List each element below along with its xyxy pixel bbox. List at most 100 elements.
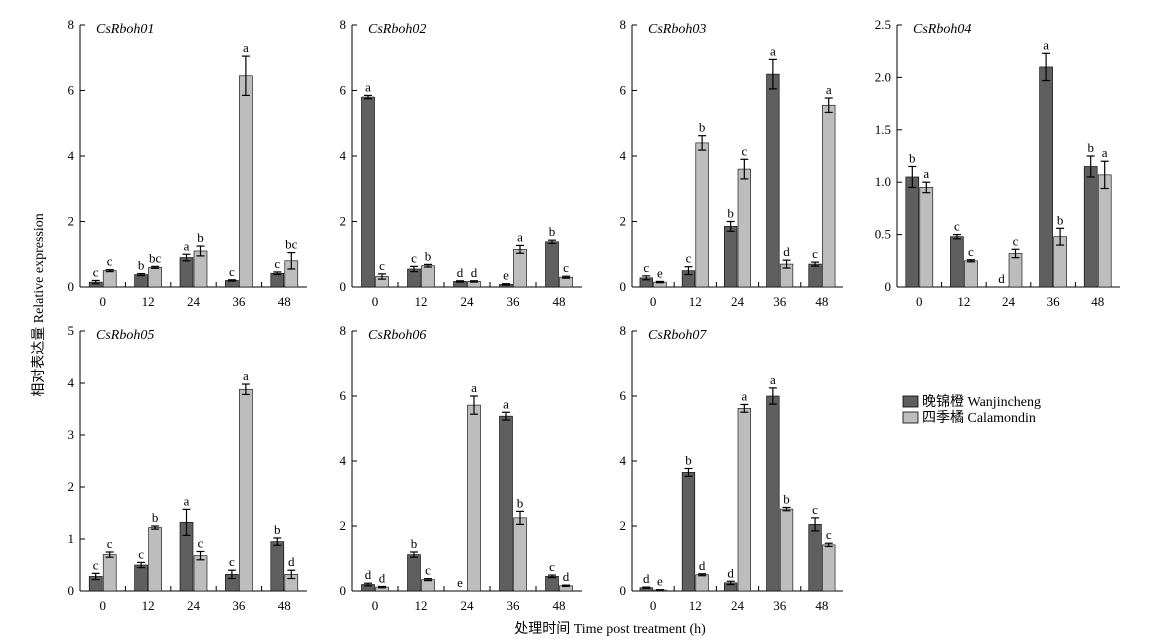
- significance-label: b: [411, 536, 418, 551]
- x-tick-label: 36: [507, 294, 521, 309]
- bar: [134, 564, 148, 592]
- significance-label: d: [643, 571, 650, 586]
- x-tick-label: 12: [142, 294, 155, 309]
- bar: [695, 142, 709, 288]
- bar: [545, 576, 559, 592]
- significance-label: e: [657, 574, 663, 589]
- y-tick-label: 8: [340, 17, 347, 32]
- bar: [779, 508, 794, 592]
- significance-label: a: [471, 380, 477, 395]
- significance-label: b: [1087, 140, 1094, 155]
- significance-label: a: [184, 238, 190, 253]
- significance-label: a: [1102, 145, 1108, 160]
- significance-label: b: [909, 150, 916, 165]
- significance-label: d: [457, 265, 464, 280]
- y-tick-label: 6: [340, 83, 347, 98]
- bar: [148, 267, 162, 288]
- significance-label: d: [288, 554, 295, 569]
- x-tick-label: 12: [689, 294, 702, 309]
- significance-label: b: [517, 495, 524, 510]
- bar: [179, 257, 194, 288]
- y-tick-label: 8: [620, 323, 627, 338]
- y-tick-label: 8: [620, 17, 627, 32]
- bar: [134, 274, 148, 288]
- y-tick-label: 2.5: [875, 17, 891, 32]
- y-tick-label: 2: [340, 518, 347, 533]
- significance-label: b: [783, 491, 790, 506]
- bar: [361, 96, 375, 288]
- x-tick-label: 12: [142, 598, 155, 613]
- panel-title: CsRboh04: [913, 22, 971, 37]
- significance-label: a: [517, 229, 523, 244]
- x-tick-label: 48: [278, 294, 291, 309]
- x-tick-label: 0: [916, 294, 923, 309]
- y-tick-label: 1.5: [875, 122, 891, 137]
- x-tick-label: 24: [461, 294, 475, 309]
- significance-label: d: [998, 271, 1005, 286]
- y-axis-title: 相对表达量 Relative expression: [31, 213, 47, 397]
- legend-label-wanjincheng: 晚锦橙 Wanjincheng: [922, 393, 1041, 410]
- bar: [737, 168, 751, 288]
- bar: [193, 555, 208, 592]
- y-tick-label: 2: [340, 214, 347, 229]
- significance-label: a: [923, 166, 929, 181]
- significance-label: e: [657, 265, 663, 280]
- significance-label: c: [379, 258, 385, 273]
- bar: [1083, 166, 1098, 288]
- panel-title: CsRboh07: [648, 328, 707, 343]
- x-tick-label: 48: [1091, 294, 1104, 309]
- panel-title: CsRboh03: [648, 22, 706, 37]
- y-tick-label: 1.0: [875, 174, 891, 189]
- bar: [808, 524, 822, 592]
- x-tick-label: 24: [1002, 294, 1016, 309]
- significance-label: bc: [285, 237, 298, 252]
- y-tick-label: 4: [620, 148, 627, 163]
- panel-title: CsRboh05: [96, 328, 154, 343]
- significance-label: d: [365, 567, 372, 582]
- significance-label: b: [425, 248, 432, 263]
- x-tick-label: 36: [1047, 294, 1061, 309]
- significance-label: c: [229, 264, 235, 279]
- significance-label: d: [727, 565, 734, 580]
- legend-label-calamondin: 四季橘 Calamondin: [922, 410, 1036, 426]
- y-tick-label: 4: [68, 148, 75, 163]
- panel-csrboh04: 00.51.01.52.02.5 CsRboh040ba12cc24dc36ab4…: [875, 17, 1120, 309]
- significance-label: b: [152, 510, 159, 525]
- significance-label: b: [685, 452, 692, 467]
- y-tick-label: 0: [885, 279, 892, 294]
- bar: [102, 270, 117, 288]
- significance-label: d: [379, 570, 386, 585]
- x-tick-label: 48: [553, 294, 566, 309]
- y-tick-label: 4: [340, 148, 347, 163]
- y-tick-label: 4: [68, 375, 75, 390]
- x-tick-label: 12: [415, 294, 428, 309]
- bar: [467, 404, 481, 592]
- bar: [737, 408, 751, 592]
- legend-swatch-calamondin: [902, 411, 919, 424]
- significance-label: c: [198, 535, 204, 550]
- y-tick-label: 0: [68, 583, 75, 598]
- y-tick-label: 8: [340, 323, 347, 338]
- significance-label: b: [197, 230, 204, 245]
- x-tick-label: 0: [372, 294, 379, 309]
- bar: [964, 260, 978, 288]
- bar: [1097, 174, 1112, 288]
- y-tick-label: 5: [68, 323, 75, 338]
- significance-label: c: [274, 256, 280, 271]
- significance-label: c: [643, 260, 649, 275]
- significance-label: c: [954, 219, 960, 234]
- x-tick-label: 12: [957, 294, 970, 309]
- y-tick-label: 0.5: [875, 227, 891, 242]
- y-tick-label: 6: [620, 83, 627, 98]
- bar: [766, 395, 780, 592]
- bar: [239, 75, 253, 288]
- significance-label: a: [770, 43, 776, 58]
- x-tick-label: 0: [650, 598, 657, 613]
- significance-label: c: [549, 559, 555, 574]
- y-tick-label: 6: [68, 83, 75, 98]
- bar: [1008, 253, 1023, 288]
- significance-label: c: [968, 244, 974, 259]
